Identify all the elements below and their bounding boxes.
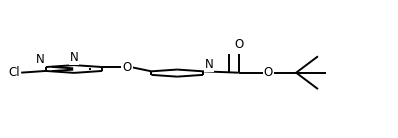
Text: O: O	[264, 66, 273, 79]
Text: Cl: Cl	[8, 66, 20, 79]
Text: O: O	[122, 61, 131, 74]
Text: O: O	[234, 38, 243, 51]
Text: N: N	[205, 58, 214, 71]
Text: N: N	[35, 53, 44, 66]
Text: N: N	[70, 51, 78, 64]
